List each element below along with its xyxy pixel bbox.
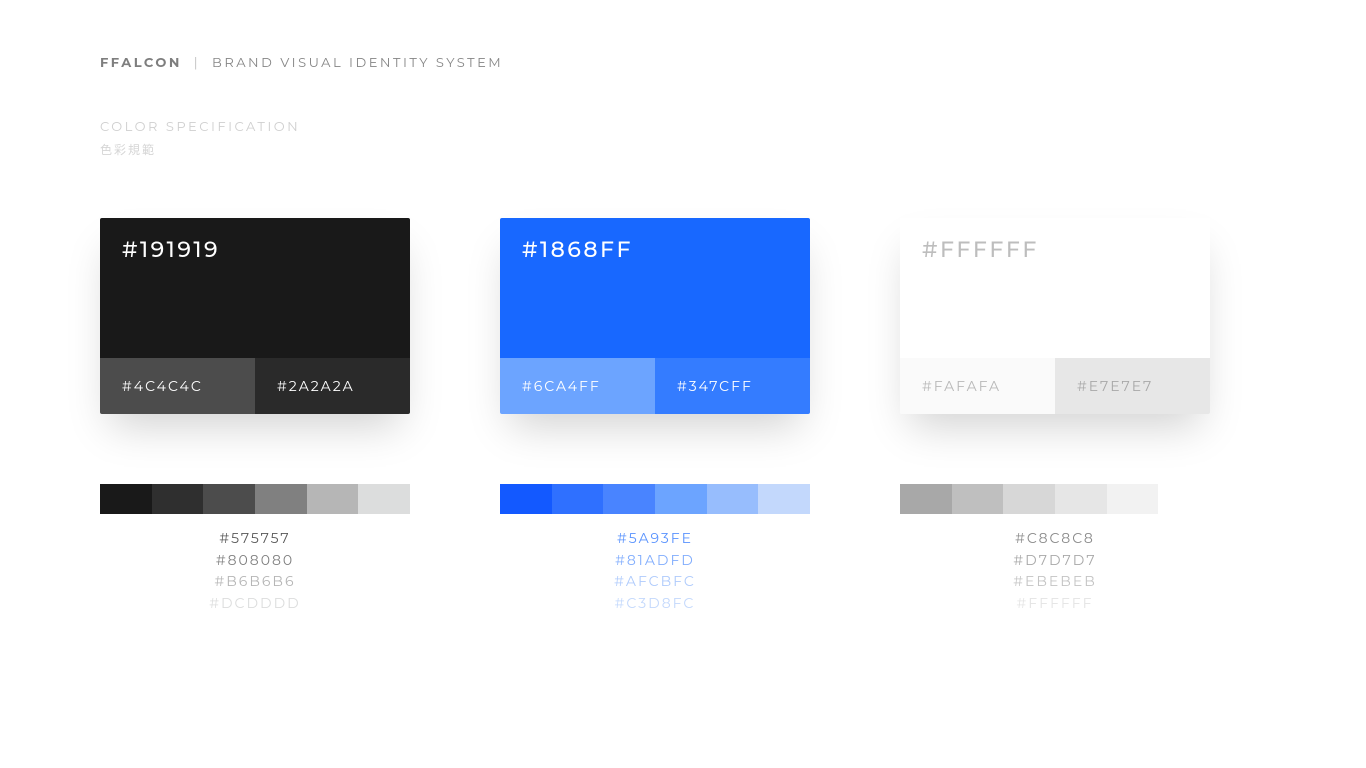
gradient-cell (100, 484, 152, 514)
gradient-cell (1158, 484, 1210, 514)
color-card-dark: #191919 #4C4C4C #2A2A2A (100, 218, 410, 414)
hex-list-item: #575757 (100, 528, 410, 550)
section-subtitle: 色彩規範 (100, 141, 1266, 158)
swatch-sub-left: #4C4C4C (100, 358, 255, 414)
gradient-cell (952, 484, 1004, 514)
hex-list-item: #81ADFD (500, 550, 810, 572)
hex-list-item: #DCDDDD (100, 593, 410, 615)
hex-list-item: #FFFFFF (900, 593, 1210, 615)
hex-list-item: #808080 (100, 550, 410, 572)
gradient-cell (358, 484, 410, 514)
hex-list-item: #AFCBFC (500, 571, 810, 593)
gradient-cell (552, 484, 604, 514)
color-column-white: #FFFFFF #FAFAFA #E7E7E7 #C8C8C8 #D7D7D7 … (900, 218, 1210, 615)
hex-list-dark: #575757 #808080 #B6B6B6 #DCDDDD (100, 528, 410, 615)
gradient-cell (1003, 484, 1055, 514)
gradient-cell (900, 484, 952, 514)
swatch-sub-row: #4C4C4C #2A2A2A (100, 358, 410, 414)
hex-list-item: #C8C8C8 (900, 528, 1210, 550)
hex-list-item: #5A93FE (500, 528, 810, 550)
swatch-sub-left: #6CA4FF (500, 358, 655, 414)
page-root: FFALCON | BRAND VISUAL IDENTITY SYSTEM C… (0, 0, 1366, 615)
brand-name: FFALCON (100, 55, 182, 71)
gradient-cell (655, 484, 707, 514)
hex-list-item: #C3D8FC (500, 593, 810, 615)
gradient-cell (152, 484, 204, 514)
hex-list-blue: #5A93FE #81ADFD #AFCBFC #C3D8FC (500, 528, 810, 615)
color-column-dark: #191919 #4C4C4C #2A2A2A #575757 #808080 … (100, 218, 410, 615)
color-column-blue: #1868FF #6CA4FF #347CFF #5A93FE #81ADFD … (500, 218, 810, 615)
swatch-main-white: #FFFFFF (900, 218, 1210, 358)
gradient-cell (1055, 484, 1107, 514)
color-card-white: #FFFFFF #FAFAFA #E7E7E7 (900, 218, 1210, 414)
swatch-sub-right: #2A2A2A (255, 358, 410, 414)
gradient-strip-white (900, 484, 1210, 514)
color-cards-row: #191919 #4C4C4C #2A2A2A #575757 #808080 … (100, 218, 1266, 615)
hex-list-item: #B6B6B6 (100, 571, 410, 593)
color-card-blue: #1868FF #6CA4FF #347CFF (500, 218, 810, 414)
gradient-cell (255, 484, 307, 514)
gradient-cell (307, 484, 359, 514)
gradient-cell (203, 484, 255, 514)
header-divider: | (188, 55, 206, 71)
swatch-sub-row: #6CA4FF #347CFF (500, 358, 810, 414)
header-subtitle: BRAND VISUAL IDENTITY SYSTEM (212, 55, 503, 71)
hex-list-item: #D7D7D7 (900, 550, 1210, 572)
gradient-strip-blue (500, 484, 810, 514)
swatch-main-dark: #191919 (100, 218, 410, 358)
swatch-sub-left: #FAFAFA (900, 358, 1055, 414)
gradient-cell (500, 484, 552, 514)
section-title: COLOR SPECIFICATION (100, 119, 1266, 135)
swatch-sub-right: #E7E7E7 (1055, 358, 1210, 414)
gradient-cell (707, 484, 759, 514)
swatch-main-blue: #1868FF (500, 218, 810, 358)
gradient-cell (603, 484, 655, 514)
page-header: FFALCON | BRAND VISUAL IDENTITY SYSTEM (100, 55, 1266, 71)
gradient-cell (758, 484, 810, 514)
hex-list-item: #EBEBEB (900, 571, 1210, 593)
swatch-sub-right: #347CFF (655, 358, 810, 414)
swatch-sub-row: #FAFAFA #E7E7E7 (900, 358, 1210, 414)
gradient-strip-dark (100, 484, 410, 514)
hex-list-white: #C8C8C8 #D7D7D7 #EBEBEB #FFFFFF (900, 528, 1210, 615)
gradient-cell (1107, 484, 1159, 514)
